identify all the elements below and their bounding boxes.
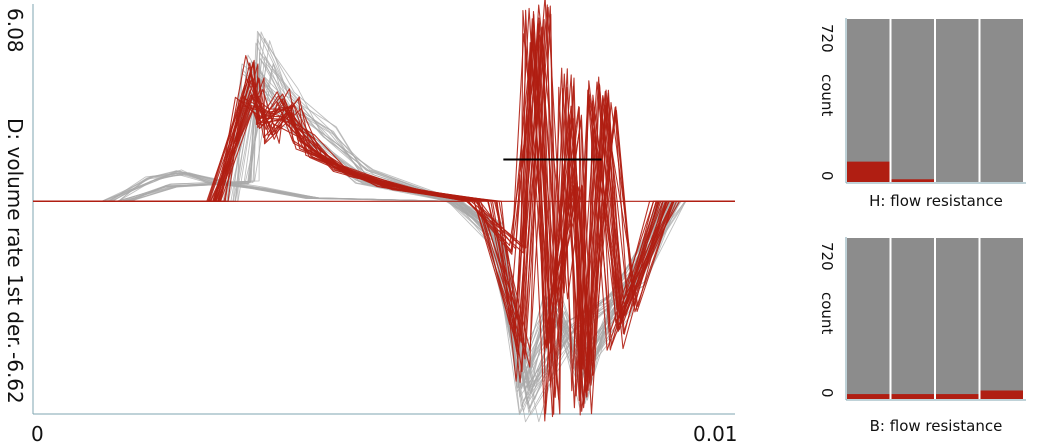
selected-series-line bbox=[33, 34, 735, 415]
context-series-line bbox=[33, 70, 735, 390]
context-series-line bbox=[33, 30, 735, 392]
context-series-line bbox=[33, 57, 735, 423]
context-series-line bbox=[33, 37, 735, 410]
histogram-h-bin-bar[interactable] bbox=[847, 19, 890, 182]
selected-series-line bbox=[33, 18, 735, 378]
selected-series-line bbox=[33, 33, 735, 400]
context-series-line bbox=[33, 64, 735, 412]
histogram-b: 720 count 0 B: flow resistance bbox=[818, 237, 1026, 435]
histogram-b-ymax-label: 720 bbox=[818, 242, 836, 271]
histogram-b-bin-bar[interactable] bbox=[891, 238, 935, 399]
selected-series-line bbox=[33, 35, 735, 414]
selected-series-line bbox=[33, 4, 735, 415]
selected-series-line bbox=[33, 28, 735, 415]
selected-series-line bbox=[33, 17, 735, 405]
context-series-line bbox=[33, 31, 735, 405]
histogram-b-count-label: count bbox=[818, 292, 836, 334]
context-series-line bbox=[33, 40, 735, 395]
y-axis-label: D: volume rate 1st der. bbox=[3, 118, 27, 349]
context-series-line bbox=[33, 63, 735, 409]
selected-series-line bbox=[33, 13, 735, 393]
context-series-line bbox=[33, 68, 735, 393]
histogram-b-bars bbox=[847, 238, 1023, 399]
selected-series-line bbox=[33, 36, 735, 358]
histogram-b-selected-bar bbox=[891, 394, 934, 399]
histogram-b-bin-bar[interactable] bbox=[847, 238, 890, 399]
context-series-line bbox=[33, 54, 735, 413]
selected-series-line bbox=[33, 37, 735, 370]
histogram-h-bin-bar[interactable] bbox=[891, 19, 935, 182]
selected-series-line bbox=[33, 10, 735, 397]
x-max-label: 0.01 bbox=[693, 422, 738, 444]
context-series-line bbox=[33, 63, 735, 402]
x-min-label: 0 bbox=[31, 422, 44, 444]
context-series-line bbox=[33, 73, 735, 398]
line-series-group bbox=[33, 0, 735, 423]
histogram-h-bin-bar[interactable] bbox=[980, 19, 1024, 182]
context-series-line bbox=[33, 51, 735, 400]
histogram-b-selected-bar bbox=[980, 390, 1023, 399]
context-series-line bbox=[33, 61, 735, 390]
histogram-b-selected-bar bbox=[936, 394, 979, 399]
context-series-line bbox=[33, 75, 735, 407]
selected-series-line bbox=[33, 11, 735, 398]
histogram-h-title: H: flow resistance bbox=[869, 192, 1003, 210]
context-series-line bbox=[33, 60, 735, 416]
selected-series-line bbox=[33, 7, 735, 418]
selected-series-line bbox=[33, 9, 735, 422]
y-min-label: -6.62 bbox=[3, 352, 27, 404]
line-chart: 6.08 D: volume rate 1st der. -6.62 0 0.0… bbox=[3, 0, 738, 444]
context-series-line bbox=[33, 60, 735, 382]
histogram-b-bin-bar[interactable] bbox=[936, 238, 979, 399]
context-series-line bbox=[33, 63, 735, 423]
selected-series-line bbox=[33, 13, 735, 402]
context-series-line bbox=[33, 32, 735, 388]
selected-series-line bbox=[33, 6, 735, 412]
histogram-h-count-label: count bbox=[818, 74, 836, 116]
context-series-line bbox=[33, 55, 735, 389]
context-series-line bbox=[33, 63, 735, 390]
context-series-line bbox=[33, 75, 735, 380]
histogram-h: 720 count 0 H: flow resistance bbox=[818, 18, 1026, 210]
selected-series-line bbox=[33, 18, 735, 384]
context-series-line bbox=[33, 77, 735, 415]
histogram-h-selected-bar bbox=[891, 179, 934, 182]
selected-series-line bbox=[33, 33, 735, 376]
context-series-line bbox=[33, 59, 735, 412]
histogram-b-ymin-label: 0 bbox=[818, 388, 836, 398]
histogram-h-bars bbox=[847, 19, 1023, 182]
context-series-line bbox=[33, 38, 735, 387]
y-max-label: 6.08 bbox=[3, 8, 27, 53]
histogram-b-selected-bar bbox=[847, 394, 890, 399]
histogram-h-bin-bar[interactable] bbox=[936, 19, 979, 182]
context-series-line bbox=[33, 66, 735, 400]
histogram-h-ymin-label: 0 bbox=[818, 171, 836, 181]
histogram-b-title: B: flow resistance bbox=[870, 417, 1003, 435]
histogram-h-selected-bar bbox=[847, 161, 890, 182]
context-series-line bbox=[33, 64, 735, 414]
histogram-h-ymax-label: 720 bbox=[818, 24, 836, 53]
selected-series-line bbox=[33, 26, 735, 409]
context-series-line bbox=[33, 42, 735, 383]
histogram-b-bin-bar[interactable] bbox=[980, 238, 1024, 399]
selected-series-line bbox=[33, 20, 735, 398]
